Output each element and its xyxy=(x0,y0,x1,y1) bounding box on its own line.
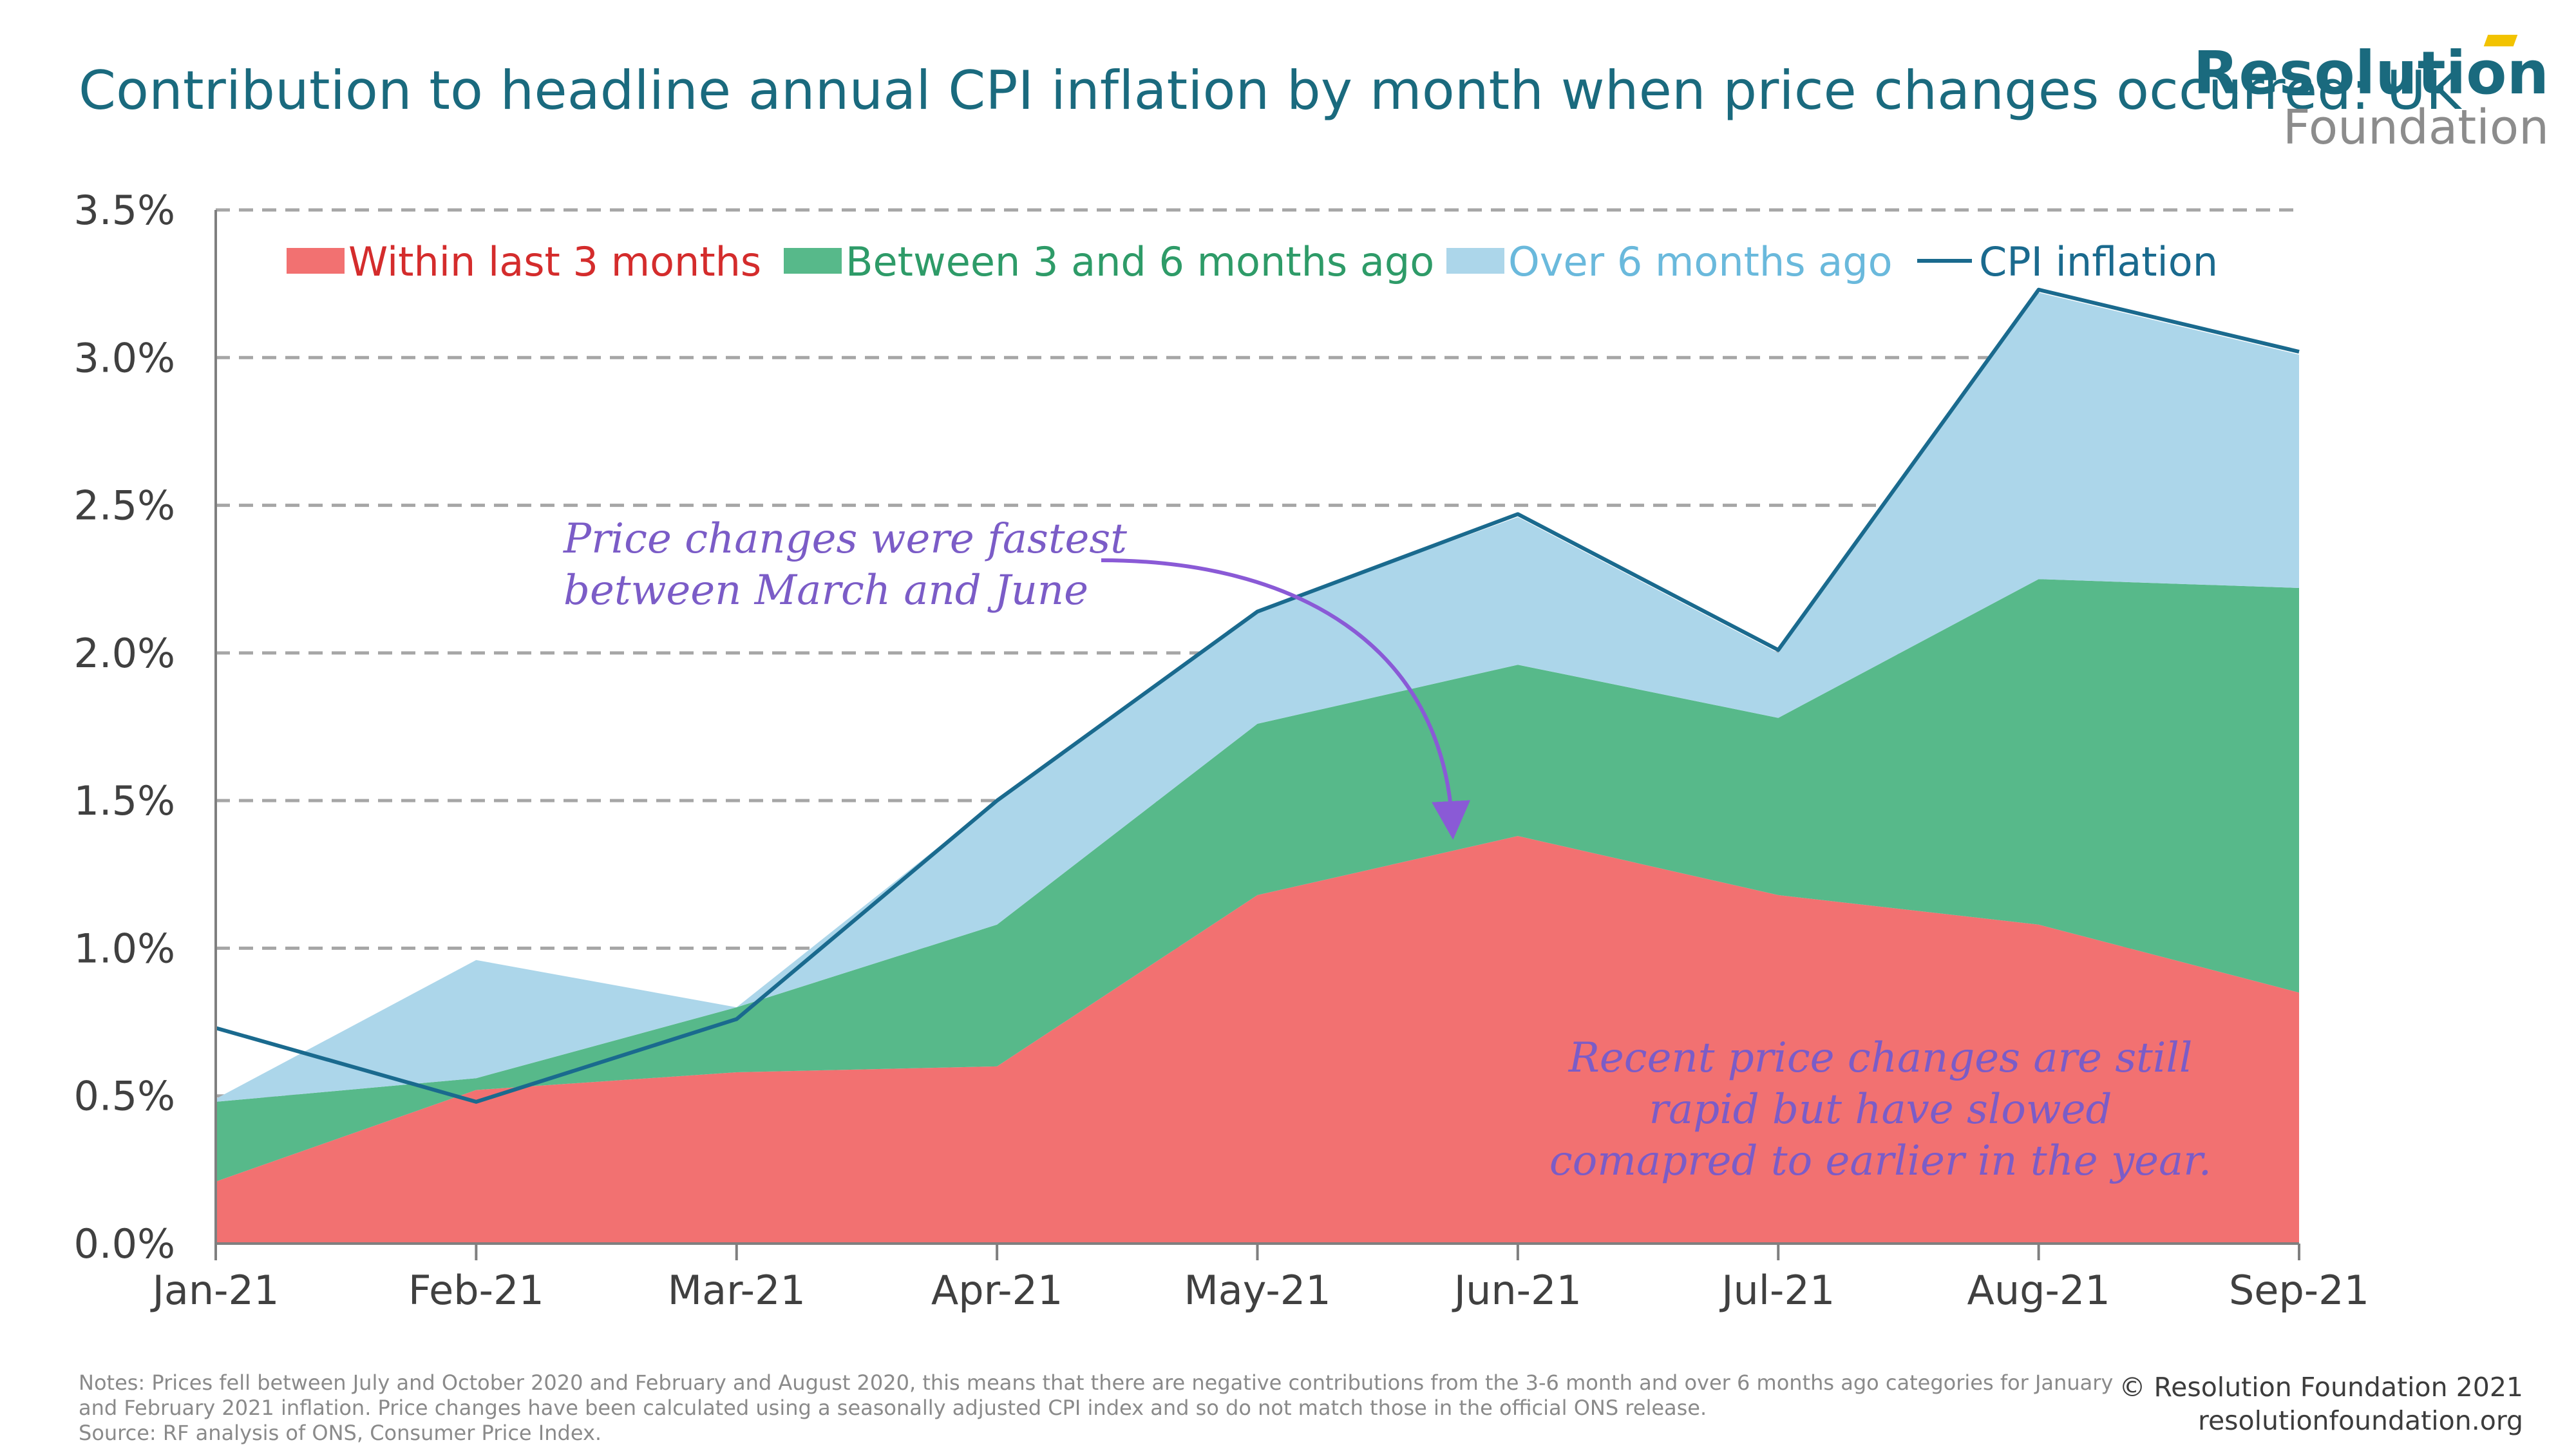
annotation-text: between March and June xyxy=(564,567,1088,614)
legend-swatch xyxy=(1446,248,1504,274)
annotation-arrow xyxy=(1101,558,1471,840)
annotation-text: rapid but have slowed xyxy=(1649,1086,2112,1133)
x-tick-label: Jan-21 xyxy=(150,1267,279,1314)
area-within-last-3-months xyxy=(216,836,2299,1244)
y-tick-label: 3.0% xyxy=(73,334,175,381)
y-tick-label: 3.5% xyxy=(73,187,175,234)
chart-notes: Notes: Prices fell between July and Octo… xyxy=(79,1370,2146,1446)
x-tick-label: May-21 xyxy=(1184,1267,1331,1314)
legend: Within last 3 months Between 3 and 6 mont… xyxy=(287,238,2218,285)
y-tick-label: 0.5% xyxy=(73,1073,175,1120)
area-between-3-and-6-months-ago xyxy=(216,579,2299,1182)
y-tick-label: 1.0% xyxy=(73,925,175,972)
annotation-text: Price changes were fastest xyxy=(563,515,1127,563)
y-tick-label: 0.0% xyxy=(73,1220,175,1267)
legend-swatch xyxy=(287,248,345,274)
legend-label: Between 3 and 6 months ago xyxy=(846,238,1434,285)
x-tick-label: Mar-21 xyxy=(668,1267,806,1314)
y-tick-label: 2.0% xyxy=(73,630,175,677)
copyright-block: © Resolution Foundation 2021 resolutionf… xyxy=(2119,1370,2523,1437)
cpi-line-layer xyxy=(215,287,2300,1104)
legend-label: CPI inflation xyxy=(1979,238,2218,285)
area-over-6-months-ago xyxy=(216,292,2299,1102)
axes: 0.0% 0.5% 1.0% 1.5% 2.0% 2.5% 3.0% 3.5% Jan-21 Fe… xyxy=(73,187,2369,1314)
legend-label: Within last 3 months xyxy=(348,238,761,285)
website-link[interactable]: resolutionfoundation.org xyxy=(2198,1405,2523,1437)
chart-title: Contribution to headline annual CPI infl… xyxy=(79,59,2461,122)
legend-label: Over 6 months ago xyxy=(1508,238,1893,285)
logo-sub-text: Foundation xyxy=(2282,100,2549,155)
stacked-areas xyxy=(216,292,2299,1244)
x-tick-label: Jul-21 xyxy=(1719,1267,1835,1314)
x-tick-label: Jun-21 xyxy=(1452,1267,1582,1314)
x-tick-label: Aug-21 xyxy=(1967,1267,2110,1314)
resolution-foundation-logo: Resolution Foundation xyxy=(2193,35,2549,155)
logo-main-text: Resolution xyxy=(2193,39,2549,108)
x-tick-label: Feb-21 xyxy=(408,1267,544,1314)
annotation-text: Recent price changes are still xyxy=(1568,1034,2193,1082)
x-tick-label: Apr-21 xyxy=(931,1267,1063,1314)
x-tick-label: Sep-21 xyxy=(2229,1267,2369,1314)
source-text: Source: RF analysis of ONS, Consumer Pri… xyxy=(79,1421,602,1446)
annotation-text: comapred to earlier in the year. xyxy=(1549,1137,2211,1185)
y-tick-label: 2.5% xyxy=(73,482,175,529)
notes-text: Notes: Prices fell between July and Octo… xyxy=(79,1370,2114,1421)
cpi-inflation-line xyxy=(215,287,2300,1104)
legend-swatch xyxy=(784,248,842,274)
copyright-text: © Resolution Foundation 2021 xyxy=(2119,1372,2523,1403)
y-tick-label: 1.5% xyxy=(73,777,175,824)
